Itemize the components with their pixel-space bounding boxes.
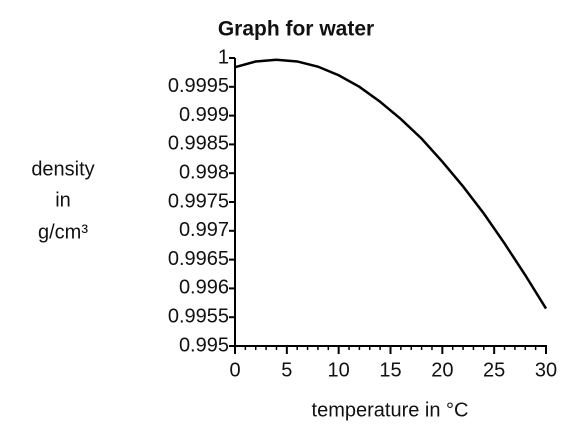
y-tick-label: 0.996 [179, 277, 229, 299]
y-tick-label: 0.9975 [168, 190, 229, 212]
x-axis-label: temperature in °C [312, 399, 469, 421]
y-axis-label: in [55, 189, 71, 211]
x-tick-label: 25 [483, 359, 505, 381]
x-tick-label: 0 [229, 359, 240, 381]
y-axis-label: density [31, 158, 94, 180]
y-tick-label: 0.9955 [168, 305, 229, 327]
x-tick-label: 5 [281, 359, 292, 381]
y-axis-label: g/cm³ [38, 221, 88, 243]
y-tick-label: 0.9985 [168, 133, 229, 155]
x-tick-label: 10 [328, 359, 350, 381]
x-tick-label: 30 [535, 359, 557, 381]
y-tick-label: 0.9995 [168, 75, 229, 97]
y-tick-label: 0.995 [179, 334, 229, 356]
y-tick-label: 0.9965 [168, 248, 229, 270]
chart-title: Graph for water [218, 18, 374, 41]
data-line [234, 58, 548, 310]
x-tick-label: 15 [379, 359, 401, 381]
y-tick-label: 1 [218, 46, 229, 68]
y-tick-label: 0.999 [179, 104, 229, 126]
y-tick-label: 0.997 [179, 219, 229, 241]
y-tick-label: 0.998 [179, 161, 229, 183]
x-tick-label: 20 [431, 359, 453, 381]
